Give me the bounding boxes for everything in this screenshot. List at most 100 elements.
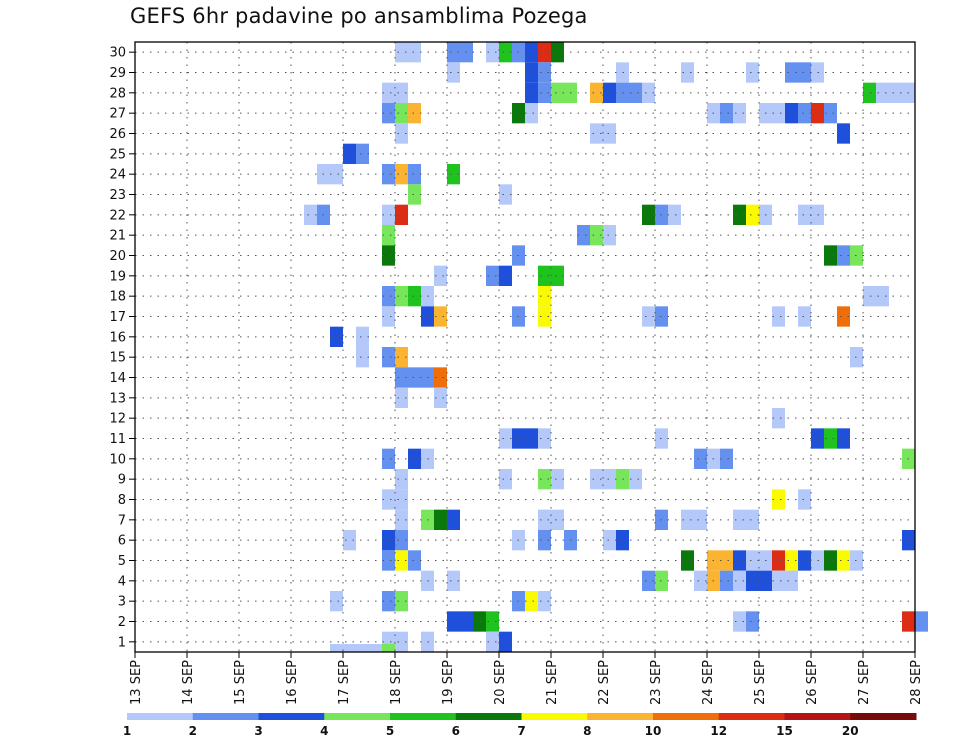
heatmap-cell [382,164,395,185]
x-tick-label: 22 SEP [597,660,612,705]
colorbar: 1 2 3 4 5 6 7 8 10 12 15 20 [123,713,917,738]
heatmap-cell [733,204,746,225]
y-tick-label: 23 [109,188,126,203]
heatmap-cell [395,164,408,185]
heatmap-cell [395,42,408,63]
heatmap-cell [837,245,850,266]
heatmap-cell [499,469,512,490]
x-tick-label: 25 SEP [753,660,768,705]
heatmap-cell [538,469,551,490]
heatmap-cell [382,245,395,266]
heatmap-cell [837,123,850,144]
heatmap-cell [824,103,837,124]
y-tick-label: 27 [109,107,126,122]
colorbar-label: 15 [776,724,793,738]
heatmap-cell [772,570,785,591]
colorbar-swatch [718,713,785,720]
colorbar-swatch [850,713,917,720]
heatmap-cell [746,570,759,591]
x-tick-label: 26 SEP [805,660,820,705]
y-tick-label: 11 [109,432,126,447]
heatmap-cell [382,644,395,652]
colorbar-swatch [455,713,522,720]
heatmap-cell [824,245,837,266]
heatmap-cell [499,184,512,205]
heatmap-cell [694,448,707,469]
heatmap-cell [395,469,408,490]
heatmap-cell [876,82,889,103]
heatmap-cell [525,591,538,612]
colorbar-label: 6 [452,724,460,738]
heatmap-cell [395,103,408,124]
colorbar-label: 12 [710,724,727,738]
x-tick-label: 24 SEP [701,660,716,705]
y-tick-label: 7 [118,513,126,528]
heatmap-cell [382,489,395,510]
heatmap-cell [590,82,603,103]
heatmap-cell [798,306,811,327]
heatmap-cell [447,611,460,632]
x-tick-label: 27 SEP [857,660,872,705]
heatmap-cell [746,509,759,530]
heatmap-cell [538,286,551,307]
heatmap-cell [486,265,499,286]
colorbar-label: 8 [583,724,591,738]
heatmap-cell [603,530,616,551]
x-tick-label: 28 SEP [909,660,924,705]
heatmap-cell [499,631,512,652]
colorbar-label: 5 [386,724,394,738]
heatmap-cell [343,644,356,652]
heatmap-cell [395,631,408,652]
heatmap-cell [304,204,317,225]
heatmap-cell [863,82,876,103]
y-tick-label: 1 [118,635,126,650]
y-tick-label: 22 [109,208,126,223]
y-tick-label: 19 [109,269,126,284]
y-tick-label: 24 [109,168,126,183]
heatmap-cell [395,550,408,571]
chart-title: GEFS 6hr padavine po ansamblima Pozega [130,4,588,28]
heatmap-cell [837,550,850,571]
heatmap-cell [447,42,460,63]
colorbar-swatch [521,713,588,720]
colorbar-swatch [324,713,391,720]
heatmap-cell [863,286,876,307]
x-tick-label: 17 SEP [337,660,352,705]
heatmap-cell [408,42,421,63]
colorbar-swatch [653,713,720,720]
heatmap-cell [486,42,499,63]
y-tick-label: 3 [118,595,126,610]
heatmap-cell [720,570,733,591]
colorbar-label: 2 [189,724,197,738]
heatmap-cell [382,306,395,327]
heatmap-cell [356,347,369,368]
heatmap-cell [590,469,603,490]
heatmap-cell [837,306,850,327]
heatmap-cell [395,123,408,144]
heatmap-cell [382,591,395,612]
heatmap-cell [538,509,551,530]
heatmap-cell [525,103,538,124]
heatmap-cell [889,82,902,103]
heatmap-cell [772,489,785,510]
heatmap-cell [525,62,538,83]
heatmap-cell [525,428,538,449]
heatmap-cell [694,570,707,591]
heatmap-cell [629,469,642,490]
colorbar-label: 1 [123,724,131,738]
heatmap-cell [733,509,746,530]
heatmap-cell [447,62,460,83]
plot-frame [134,41,916,653]
heatmap-cell [681,550,694,571]
heatmap-cell [577,225,590,246]
heatmap-cell [798,204,811,225]
heatmap-cell [590,225,603,246]
heatmap-cell [603,469,616,490]
heatmap-cell [486,611,499,632]
heatmap-cell [499,265,512,286]
heatmap-cell [915,611,928,632]
y-tick-label: 10 [109,452,126,467]
colorbar-label: 10 [645,724,662,738]
heatmap-cell [629,82,642,103]
heatmap-cell [551,42,564,63]
